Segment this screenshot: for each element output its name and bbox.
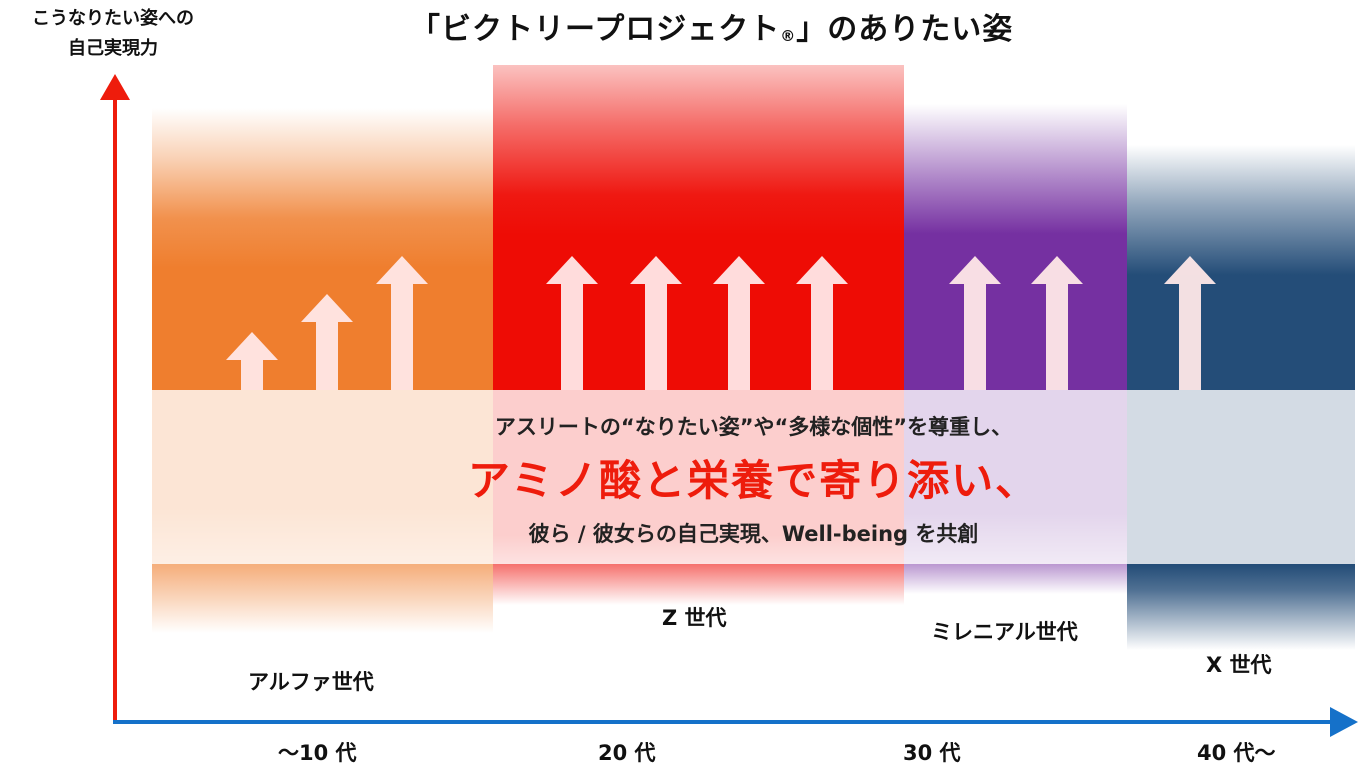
message-line-1: アスリートの“なりたい姿”や“多様な個性”を尊重し、 [494,415,1013,439]
growth-arrow-icon [713,256,765,390]
registered-mark: ® [780,27,797,45]
title-main: 「ビクトリープロジェクト [410,12,781,47]
age-tick-label: 30 代 [903,741,961,765]
age-tick-label: 20 代 [598,741,656,765]
page-title: 「ビクトリープロジェクト®」のありたい姿 [410,4,1110,48]
generation-label-alpha: アルファ世代 [248,670,374,694]
generation-label-x: X 世代 [1206,653,1272,677]
growth-arrow-icon [796,256,848,390]
generation-label-z: Z 世代 [662,606,727,630]
y-axis-arrow-icon [100,74,130,100]
x-axis-line [113,720,1333,724]
y-axis-label-line-2: 自己実現力 [68,38,158,59]
growth-arrow-icon [301,294,353,390]
x-axis-arrow-icon [1330,707,1358,737]
growth-arrow-icon [376,256,428,390]
growth-arrow-icon [1164,256,1216,390]
growth-arrow-icon [1031,256,1083,390]
message-overlay [152,390,1355,564]
y-axis-line [113,96,117,724]
y-axis-label-line-1: こうなりたい姿への [32,8,194,29]
growth-arrow-icon [630,256,682,390]
growth-arrow-icon [226,332,278,390]
growth-arrow-icon [546,256,598,390]
age-tick-label: 40 代～ [1197,741,1276,765]
growth-arrow-icon [949,256,1001,390]
y-axis-label: こうなりたい姿への 自己実現力 [0,4,226,64]
title-tail: 」のありたい姿 [796,12,1014,47]
message-headline: アミノ酸と栄養で寄り添い、 [467,456,1040,505]
generation-label-millennial: ミレニアル世代 [931,620,1078,644]
age-tick-label: ～10 代 [278,741,357,765]
message-line-3: 彼ら / 彼女らの自己実現、Well-being を共創 [528,522,979,546]
